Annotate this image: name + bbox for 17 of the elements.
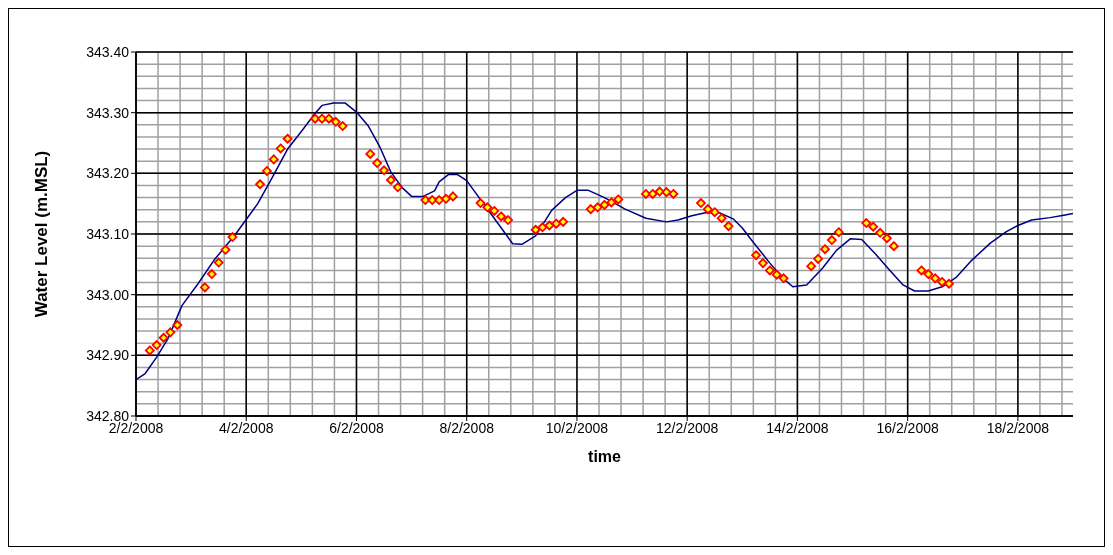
x-tick-label: 6/2/2008: [329, 419, 384, 436]
y-axis-title: Water Level (m.MSL): [32, 150, 52, 318]
x-tick-label: 16/2/2008: [876, 419, 939, 436]
x-tick-label: 12/2/2008: [656, 419, 719, 436]
y-tick-label: 342.90: [86, 347, 130, 364]
y-tick-label: 343.00: [86, 286, 130, 303]
y-tick-label: 342.80: [86, 407, 130, 424]
x-tick-label: 4/2/2008: [218, 419, 274, 436]
y-tick-label: 343.40: [86, 43, 130, 60]
x-axis-title: time: [588, 448, 622, 465]
x-tick-label: 14/2/2008: [766, 419, 829, 436]
x-tick-label: 18/2/2008: [986, 419, 1050, 436]
x-tick-label: 8/2/2008: [439, 419, 495, 436]
x-tick-label: 10/2/2008: [545, 419, 609, 436]
y-tick-label: 343.30: [86, 104, 130, 121]
y-tick-label: 343.10: [86, 225, 130, 242]
y-tick-label: 343.20: [86, 165, 130, 182]
